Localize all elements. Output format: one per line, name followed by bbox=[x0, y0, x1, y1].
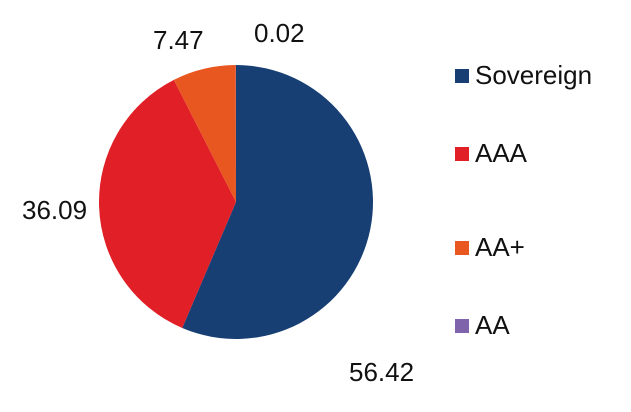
data-label-sovereign: 56.42 bbox=[349, 357, 414, 387]
legend-swatch-aaa bbox=[455, 146, 469, 161]
legend-label-aa-plus: AA+ bbox=[475, 232, 525, 262]
legend-label-aaa: AAA bbox=[475, 138, 528, 168]
legend-swatch-aa bbox=[455, 318, 469, 333]
data-label-aaa: 36.09 bbox=[22, 195, 87, 225]
data-label-aa-plus: 7.47 bbox=[153, 25, 204, 55]
pie-slices bbox=[99, 65, 373, 339]
legend-item-aa: AA bbox=[455, 310, 510, 341]
legend-item-sovereign: Sovereign bbox=[455, 60, 592, 91]
legend: Sovereign AAA AA+ AA bbox=[455, 0, 625, 412]
legend-swatch-aa-plus bbox=[455, 240, 469, 255]
legend-label-aa: AA bbox=[475, 310, 510, 340]
pie-slice-aaa bbox=[99, 79, 236, 329]
legend-label-sovereign: Sovereign bbox=[475, 60, 593, 90]
data-label-aa: 0.02 bbox=[254, 18, 305, 48]
pie-slice-aa-plus bbox=[173, 65, 236, 202]
legend-swatch-sovereign bbox=[455, 68, 469, 83]
legend-item-aa-plus: AA+ bbox=[455, 232, 525, 263]
pie-slice-sovereign bbox=[182, 65, 373, 339]
data-labels: 56.42 36.09 7.47 0.02 bbox=[22, 18, 414, 387]
legend-item-aaa: AAA bbox=[455, 138, 527, 169]
